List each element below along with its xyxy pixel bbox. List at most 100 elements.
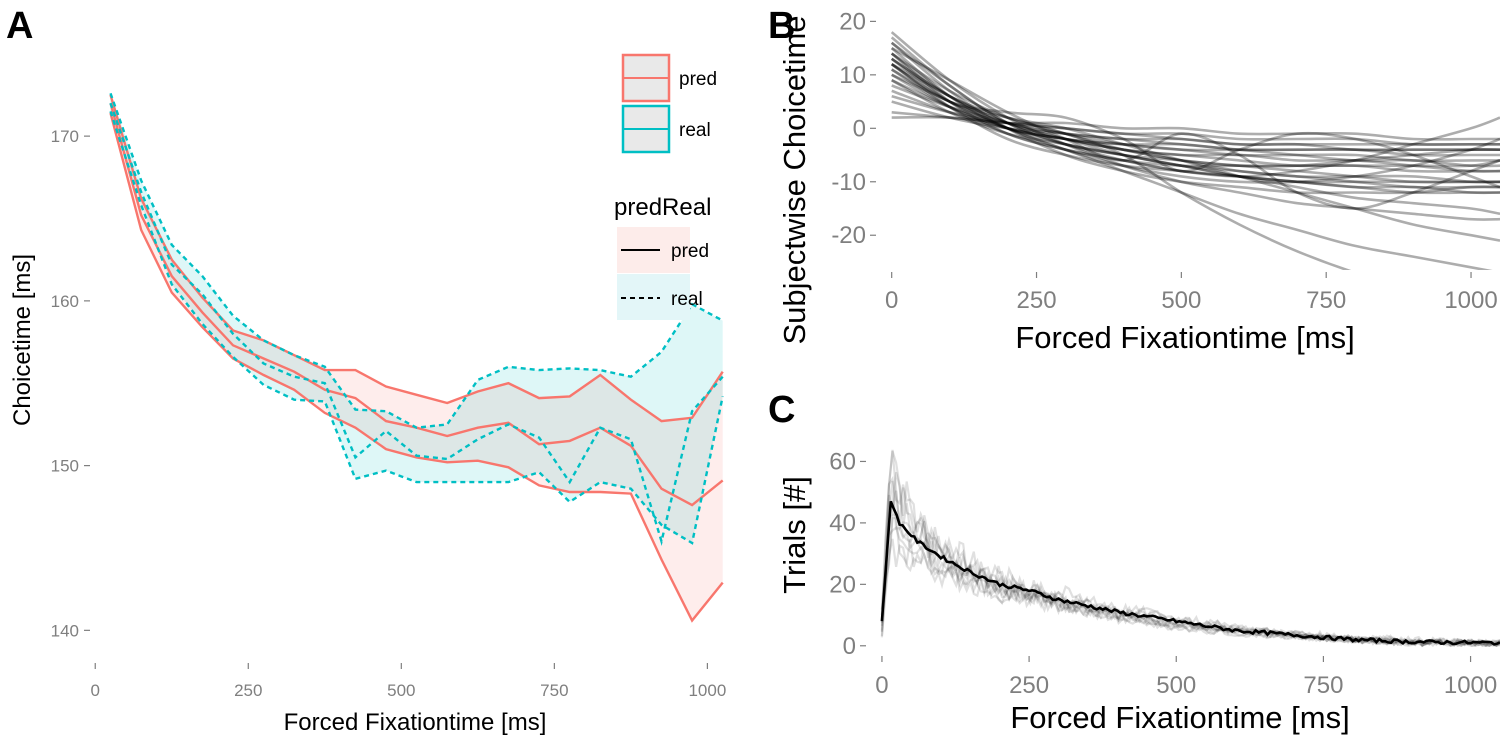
subject-curve (890, 47, 1500, 173)
panel-b-x-tick-label: 250 (1017, 287, 1057, 314)
panel-b-y-tick-label: 0 (853, 115, 866, 142)
subject-trace (880, 471, 1500, 648)
panel-b-x-tick-label: 1000 (1444, 287, 1497, 314)
panel-b-y-tick-label: -10 (831, 169, 866, 196)
panel-c-y-tick-label: 20 (829, 571, 856, 598)
subject-curve (891, 68, 1500, 242)
panel-c-y-tick-label: 40 (829, 510, 856, 537)
panel-letter-b: B (768, 5, 795, 47)
subject-curve (890, 63, 1500, 173)
panel-a-y-tick-label: 150 (51, 457, 79, 476)
legend-linetype-real: real (617, 274, 703, 320)
ribbon-real (110, 93, 723, 544)
subject-curve (891, 100, 1500, 146)
panel-b-x-tick-label: 0 (885, 287, 898, 314)
subject-trace (880, 517, 1500, 647)
subject-curve (890, 57, 1352, 270)
subject-curve (890, 31, 1500, 221)
panel-a-legend: pred real predReal pred real (614, 53, 717, 320)
panel-a-ribbons (110, 93, 723, 621)
subject-curve (891, 46, 1500, 210)
panel-b-x-tick-label: 750 (1306, 287, 1346, 314)
legend-linetype-title: predReal (614, 194, 711, 221)
subject-curve (890, 52, 1500, 168)
panel-a-x-axis-title: Forced Fixationtime [ms] (284, 709, 547, 736)
legend-fill-pred-label: pred (679, 69, 717, 90)
subject-curve (890, 41, 1500, 184)
panel-c-ticks: 0 250 500 750 1000 0 20 40 60 (829, 448, 1497, 699)
line-real-mean (109, 102, 724, 547)
panel-a-y-tick-label: 140 (51, 621, 79, 640)
panel-c: C 0 250 500 750 1000 0 20 40 60 Forced Fixationt… (768, 389, 1500, 735)
subject-curve (891, 73, 1493, 270)
panel-letter-c: C (768, 389, 795, 431)
panel-b-lines (890, 31, 1500, 270)
panel-b-y-tick-label: -20 (831, 222, 866, 249)
subject-curve (890, 57, 1500, 195)
panel-a: A 0 250 500 750 1000 140 150 160 170 Forced Fixa… (6, 5, 726, 736)
panel-b: 0 250 500 750 1000 -20 -10 0 10 20 Forced Fixatio… (768, 5, 1500, 355)
legend-fill-real: real (621, 104, 711, 154)
subject-trace (880, 538, 1500, 648)
subject-curve (890, 36, 1500, 178)
panel-letter-a: A (6, 5, 33, 47)
panel-a-y-axis-title: Choicetime [ms] (9, 254, 36, 426)
subject-curve (891, 84, 1500, 168)
panel-a-y-tick-label: 160 (51, 292, 79, 311)
legend-linetype-pred: pred (617, 227, 709, 273)
panel-c-x-tick-label: 500 (1156, 672, 1196, 699)
panel-c-y-tick-label: 0 (843, 633, 856, 660)
subject-curve (890, 41, 1500, 195)
subject-curve (891, 89, 1500, 163)
legend-linetype-pred-label: pred (671, 241, 709, 262)
subject-curve (890, 52, 1500, 189)
line-real-upper (109, 92, 724, 429)
subject-curve (891, 79, 1500, 216)
subject-curve (891, 73, 1500, 152)
panel-a-x-tick-label: 1000 (688, 681, 726, 700)
subject-curve (890, 63, 1500, 189)
line-real-lower (109, 111, 724, 545)
panel-a-x-tick-label: 750 (540, 681, 568, 700)
panel-c-y-axis-title: Trials [#] (777, 476, 812, 594)
panel-a-x-tick-label: 500 (387, 681, 415, 700)
line-pred-upper (109, 94, 724, 423)
panel-b-x-tick-label: 500 (1161, 287, 1201, 314)
panel-b-x-axis-title: Forced Fixationtime [ms] (1015, 320, 1354, 355)
panel-a-lines (109, 92, 724, 623)
panel-a-y-tick-label: 170 (51, 127, 79, 146)
subject-curve (891, 111, 1500, 146)
line-pred-lower (109, 112, 724, 623)
mean-trace (880, 500, 1500, 646)
legend-fill-pred: pred (621, 53, 717, 103)
subject-trace (880, 449, 1500, 648)
panel-c-x-tick-label: 250 (1009, 672, 1049, 699)
panel-c-subject-lines (880, 449, 1500, 648)
panel-c-y-tick-label: 60 (829, 448, 856, 475)
legend-linetype-real-swatch (617, 274, 690, 320)
subject-curve (890, 52, 1500, 184)
subject-curve (890, 57, 1500, 168)
panel-c-x-tick-label: 1000 (1444, 672, 1497, 699)
legend-fill-real-label: real (679, 120, 711, 141)
panel-b-ticks: 0 250 500 750 1000 -20 -10 0 10 20 (831, 8, 1497, 314)
panel-c-mean-line (880, 500, 1500, 646)
panel-a-ticks: 0 250 500 750 1000 140 150 160 170 (51, 127, 727, 700)
subject-curve (891, 115, 1500, 141)
subject-curve (891, 63, 1500, 157)
subject-trace (880, 450, 1500, 646)
panel-a-x-tick-label: 250 (234, 681, 262, 700)
panel-b-y-axis-title: Subjectwise Choicetime (777, 15, 812, 344)
subject-curve (891, 94, 1500, 152)
panel-b-y-tick-label: 20 (839, 8, 866, 35)
legend-linetype-real-label: real (671, 289, 703, 310)
panel-a-x-tick-label: 0 (91, 681, 100, 700)
subject-curve (890, 68, 1500, 184)
panel-c-x-tick-label: 750 (1303, 672, 1343, 699)
panel-c-x-axis-title: Forced Fixationtime [ms] (1010, 700, 1349, 735)
subject-curve (890, 63, 1500, 195)
ribbon-pred (110, 94, 723, 621)
subject-curve (891, 79, 1500, 184)
panel-c-x-tick-label: 0 (875, 672, 888, 699)
